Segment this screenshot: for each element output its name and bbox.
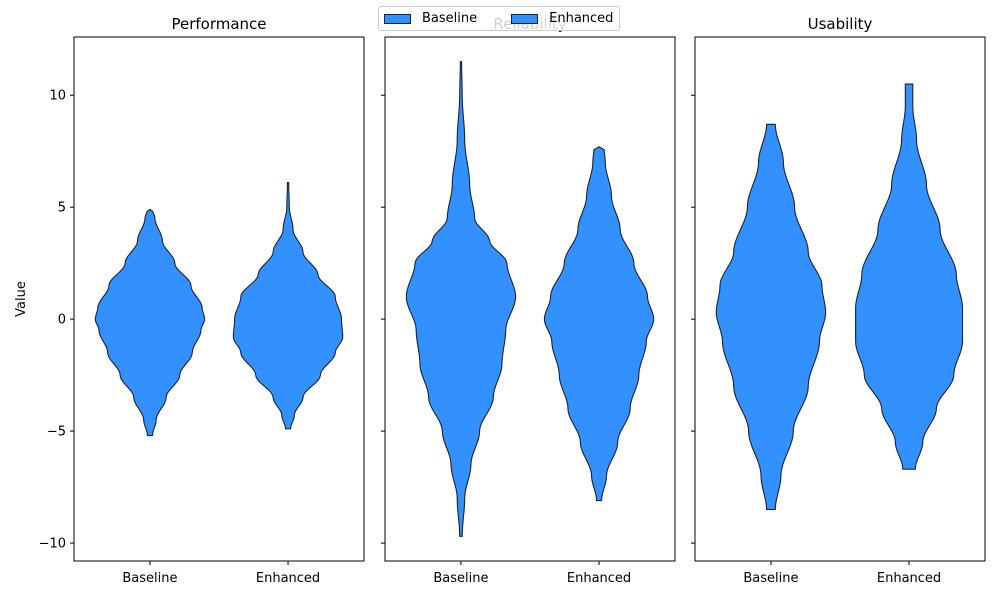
plot-frame — [384, 36, 676, 562]
panel-title: Usability — [808, 15, 873, 33]
y-tick-label: 0 — [58, 313, 66, 328]
panel-usability: Usability Baseline Enhanced — [691, 15, 986, 586]
legend-label-enhanced: Enhanced — [549, 11, 614, 26]
violin-performance-enhanced — [232, 182, 344, 430]
legend-item-baseline: Baseline — [384, 11, 477, 26]
legend-swatch-enhanced — [511, 13, 539, 24]
violin-reliability-enhanced — [543, 146, 655, 502]
y-tick-label: 5 — [58, 201, 66, 216]
x-tick-label: Enhanced — [877, 571, 941, 586]
violin-performance-baseline — [94, 208, 206, 437]
panel-performance: Performance Baseline Enhanced −10 −5 0 5 10 — [39, 15, 365, 586]
x-tick-label: Baseline — [743, 571, 798, 586]
x-tick-label: Enhanced — [567, 571, 631, 586]
violin-reliability-baseline — [405, 61, 517, 537]
legend: Baseline Enhanced — [378, 6, 620, 31]
x-tick-label: Baseline — [433, 571, 488, 586]
legend-swatch-baseline — [384, 13, 411, 24]
violin-usability-baseline — [715, 123, 827, 511]
y-axis-label: Value — [14, 281, 29, 317]
x-tick-label: Enhanced — [256, 571, 320, 586]
legend-item-enhanced: Enhanced — [511, 11, 613, 26]
y-tick-label: −10 — [39, 537, 66, 552]
panel-title: Performance — [171, 15, 266, 33]
panels-group: PerformanceBaselineEnhanced−10−50510Reli… — [39, 15, 986, 586]
legend-label-baseline: Baseline — [422, 11, 478, 26]
panel-reliability: ReliabilityBaselineEnhanced — [381, 15, 676, 586]
violin-usability-enhanced — [855, 83, 964, 470]
y-tick-label: −5 — [47, 425, 66, 440]
x-tick-label: Baseline — [122, 571, 177, 586]
y-tick-label: 10 — [49, 89, 66, 104]
plot-frame — [73, 36, 365, 562]
plot-frame — [694, 36, 986, 562]
